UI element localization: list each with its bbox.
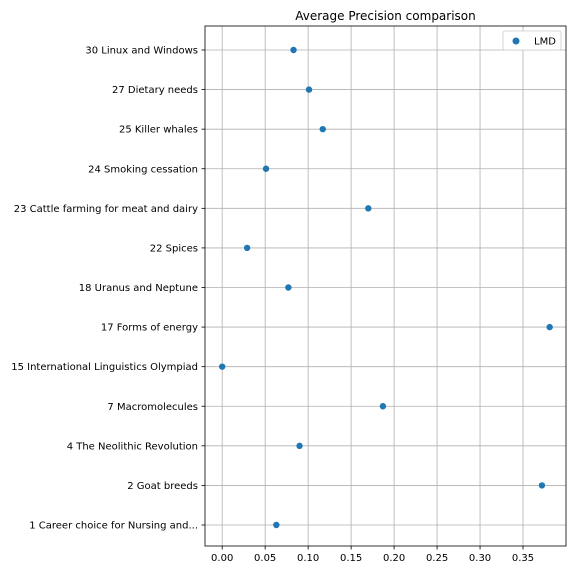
data-point bbox=[546, 323, 553, 331]
y-tick-label: 2 Goat breeds bbox=[127, 481, 198, 492]
data-point bbox=[296, 442, 303, 450]
x-tick-label: 0.05 bbox=[254, 553, 276, 564]
y-tick-label: 23 Cattle farming for meat and dairy bbox=[14, 204, 198, 215]
x-tick-label: 0.30 bbox=[469, 553, 491, 564]
data-point bbox=[243, 244, 251, 252]
data-point bbox=[262, 165, 270, 172]
y-tick-label: 7 Macromolecules bbox=[107, 402, 198, 413]
y-tick-label: 27 Dietary needs bbox=[112, 85, 198, 96]
y-tick-label: 18 Uranus and Neptune bbox=[79, 283, 198, 294]
data-point bbox=[305, 86, 313, 93]
x-tick-label: 0.00 bbox=[211, 553, 233, 564]
y-tick-label: 24 Smoking cessation bbox=[88, 164, 198, 175]
y-axis-ticks: 1 Career choice for Nursing and... 2 Goat… bbox=[11, 46, 205, 532]
y-tick-label: 15 International Linguistics Olympiad bbox=[11, 362, 198, 373]
plot-frame bbox=[204, 25, 567, 547]
y-tick-label: 1 Career choice for Nursing and... bbox=[29, 521, 198, 532]
data-point bbox=[319, 125, 326, 133]
data-point bbox=[218, 363, 226, 370]
data-point bbox=[285, 284, 292, 291]
x-tick-label: 0.10 bbox=[297, 553, 319, 564]
x-tick-label: 0.25 bbox=[426, 553, 448, 564]
y-tick-label: 25 Killer whales bbox=[119, 125, 198, 136]
data-point bbox=[365, 205, 372, 212]
data-point bbox=[273, 521, 280, 529]
grid-layer bbox=[205, 26, 566, 546]
x-tick-label: 0.15 bbox=[340, 553, 362, 564]
legend-label: LMD bbox=[534, 37, 556, 48]
y-tick-label: 22 Spices bbox=[150, 243, 198, 254]
y-tick-label: 30 Linux and Windows bbox=[85, 46, 198, 57]
data-points bbox=[218, 46, 553, 529]
legend-box bbox=[502, 30, 562, 51]
data-point bbox=[379, 403, 387, 410]
legend: LMD bbox=[502, 30, 562, 51]
x-tick-label: 0.35 bbox=[512, 553, 534, 564]
data-point bbox=[538, 482, 546, 489]
y-tick-label: 4 The Neolithic Revolution bbox=[67, 441, 198, 452]
legend-marker bbox=[512, 37, 520, 45]
data-point bbox=[290, 46, 297, 54]
x-axis-ticks: 0.00 0.05 0.10 0.15 0.20 0.25 0.30 0.35 bbox=[211, 546, 534, 564]
x-tick-label: 0.20 bbox=[383, 553, 405, 564]
chart-title: Average Precision comparison bbox=[295, 9, 476, 23]
y-tick-label: 17 Forms of energy bbox=[101, 323, 198, 334]
